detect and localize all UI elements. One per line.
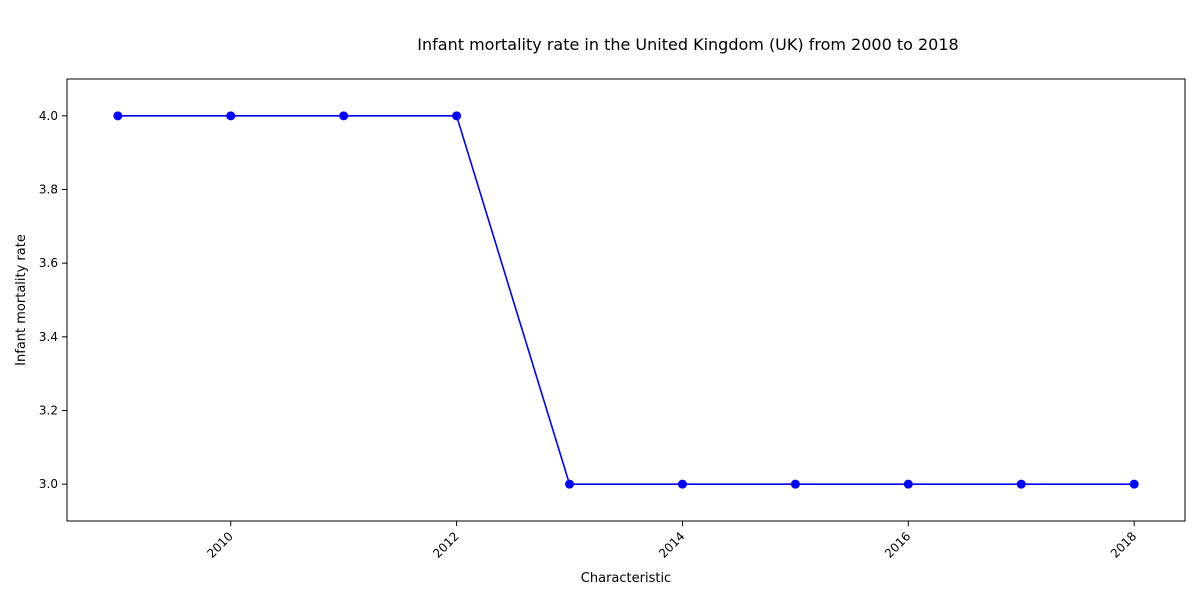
series-line [117, 115, 1135, 485]
chart-title: Infant mortality rate in the United King… [417, 35, 958, 54]
y-tick-label: 3.4 [39, 330, 58, 344]
y-tick-label: 3.6 [39, 256, 58, 270]
data-point [903, 479, 913, 489]
data-point [677, 479, 687, 489]
data-point [1016, 479, 1026, 489]
y-tick-label: 4.0 [39, 109, 58, 123]
y-tick-label: 3.8 [39, 183, 58, 197]
y-axis-label: Infant mortality rate [14, 234, 29, 366]
y-axis-ticks: 3.0 3.2 3.4 3.6 3.8 4.0 [39, 109, 67, 491]
y-tick-label: 3.2 [39, 404, 58, 418]
plot-area-frame [66, 78, 1186, 522]
data-point [452, 111, 462, 121]
data-point [339, 111, 349, 121]
data-point [790, 479, 800, 489]
data-point [113, 111, 123, 121]
data-point [226, 111, 236, 121]
x-axis-label: Characteristic [581, 571, 671, 586]
series-layer [113, 111, 1139, 489]
data-point [565, 479, 575, 489]
data-point [1129, 479, 1139, 489]
y-tick-label: 3.0 [39, 477, 58, 491]
